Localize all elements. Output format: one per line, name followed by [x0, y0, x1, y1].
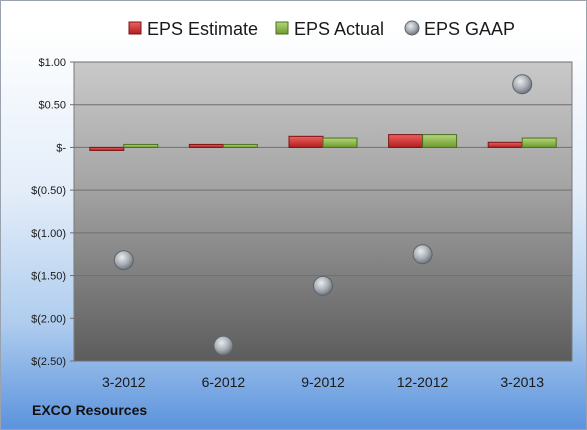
- bars: [89, 134, 557, 151]
- y-tick-label: $-: [56, 142, 66, 154]
- plot-area: [73, 61, 573, 362]
- eps-gaap-point: [412, 244, 433, 265]
- y-tick-label: $0.50: [38, 100, 66, 112]
- x-tick-label: 9-2012: [301, 374, 345, 390]
- eps-estimate-bar: [388, 134, 424, 148]
- y-tick-label: $(0.50): [31, 185, 66, 197]
- eps-estimate-bar: [288, 135, 324, 148]
- legend: EPS Estimate EPS Actual EPS GAAP: [128, 19, 515, 39]
- eps-actual-bar: [521, 137, 557, 148]
- x-tick-label: 6-2012: [202, 374, 246, 390]
- y-tick-label: $1.00: [38, 57, 66, 69]
- eps-gaap-point: [113, 250, 134, 271]
- legend-swatch: [404, 20, 420, 36]
- legend-label: EPS Estimate: [147, 19, 258, 39]
- legend-label: EPS Actual: [294, 19, 384, 39]
- eps-estimate-bar: [188, 143, 224, 148]
- company-name: EXCO Resources: [32, 402, 148, 418]
- legend-label: EPS GAAP: [424, 19, 515, 39]
- y-axis-ticks: $1.00 $0.50 $- $(0.50) $(1.00) $(1.50) $(2.00)…: [31, 57, 66, 368]
- eps-gaap-point: [313, 275, 333, 296]
- x-axis-ticks: 3-2012 6-2012 9-2012 12-2012 3-2013: [102, 374, 544, 390]
- x-tick-label: 12-2012: [397, 374, 449, 390]
- gaap-points: [113, 74, 533, 356]
- y-tick-label: $(1.00): [31, 228, 66, 240]
- eps-gaap-point: [213, 335, 234, 356]
- eps-estimate-bar: [89, 146, 125, 151]
- eps-actual-bar: [123, 143, 159, 148]
- eps-actual-bar: [222, 143, 258, 148]
- y-tick-label: $(2.50): [31, 356, 66, 368]
- x-tick-label: 3-2012: [102, 374, 146, 390]
- eps-actual-bar: [422, 134, 458, 148]
- eps-actual-bar: [322, 137, 358, 148]
- x-tick-label: 3-2013: [500, 374, 544, 390]
- legend-swatch: [275, 21, 289, 35]
- y-tick-label: $(2.00): [31, 313, 66, 325]
- eps-gaap-point: [512, 74, 533, 95]
- eps-estimate-bar: [487, 141, 523, 148]
- y-tick-label: $(1.50): [31, 271, 66, 283]
- legend-swatch: [128, 21, 142, 35]
